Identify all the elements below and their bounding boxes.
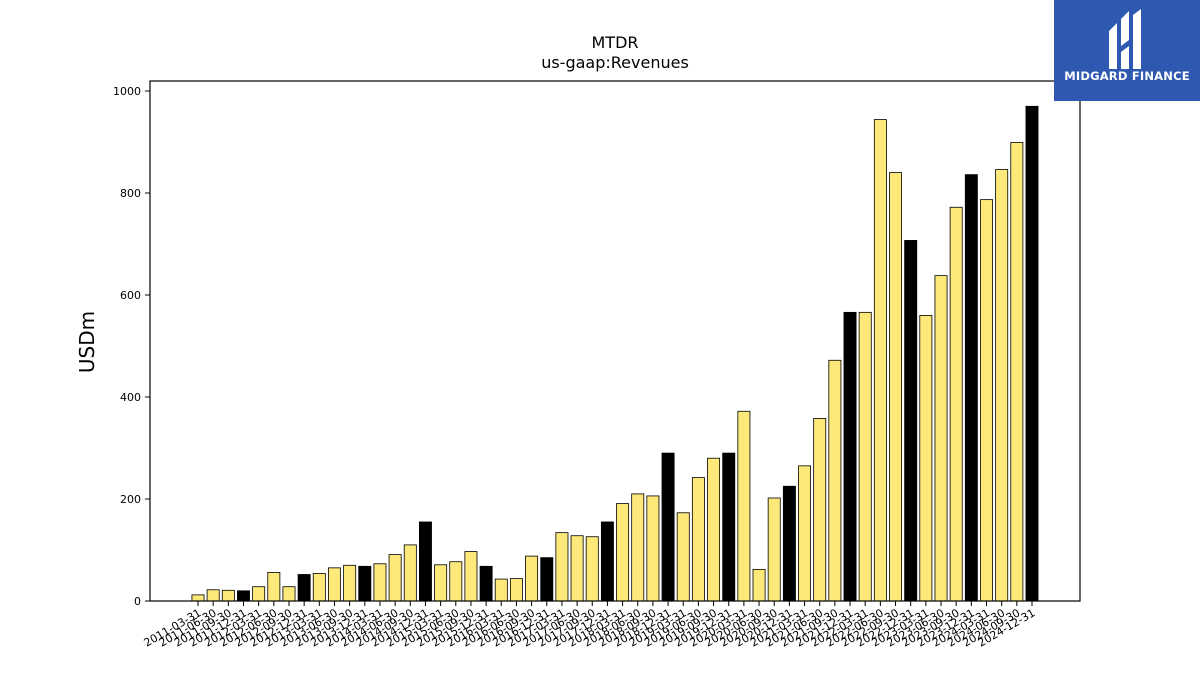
bar bbox=[813, 418, 827, 602]
bar bbox=[661, 452, 675, 602]
y-axis-ticks: 0 200 400 600 800 1000 bbox=[113, 85, 150, 608]
bar bbox=[328, 567, 341, 602]
bar bbox=[843, 311, 857, 602]
bar bbox=[934, 275, 948, 602]
bar bbox=[707, 457, 721, 602]
y-tick-label: 200 bbox=[120, 493, 141, 506]
y-tick-label: 800 bbox=[120, 187, 141, 200]
bar bbox=[889, 172, 902, 602]
brand-name: MIDGARD FINANCE bbox=[1064, 69, 1190, 83]
bar bbox=[267, 572, 281, 602]
bar bbox=[964, 174, 978, 602]
bar bbox=[1025, 105, 1039, 602]
bar bbox=[434, 564, 448, 602]
bar bbox=[873, 119, 887, 602]
bar bbox=[525, 555, 539, 602]
bar bbox=[767, 497, 781, 602]
bar bbox=[919, 314, 933, 602]
bar bbox=[1010, 142, 1024, 602]
bar bbox=[464, 551, 478, 602]
midgard-logo-icon bbox=[1109, 9, 1141, 69]
bar bbox=[206, 589, 220, 602]
bar bbox=[343, 564, 357, 602]
y-tick-label: 400 bbox=[120, 391, 141, 404]
bar bbox=[358, 565, 372, 602]
bar bbox=[631, 493, 645, 602]
bar bbox=[752, 568, 766, 602]
bar bbox=[403, 544, 417, 602]
brand-logo: MIDGARD FINANCE bbox=[1054, 0, 1200, 101]
bar bbox=[585, 536, 599, 602]
y-tick-label: 0 bbox=[134, 595, 141, 608]
bar bbox=[297, 574, 311, 602]
bar bbox=[509, 578, 523, 602]
bar bbox=[388, 554, 402, 602]
chart-subtitle: us-gaap:Revenues bbox=[541, 53, 689, 72]
y-tick-label: 600 bbox=[120, 289, 141, 302]
bar bbox=[600, 521, 614, 602]
bar bbox=[904, 240, 918, 602]
bar-series bbox=[191, 105, 1039, 602]
bar bbox=[449, 561, 463, 602]
bar bbox=[722, 452, 736, 602]
bar bbox=[312, 573, 326, 602]
bar bbox=[995, 169, 1009, 602]
bar bbox=[237, 590, 250, 602]
bar bbox=[282, 586, 296, 602]
bar bbox=[479, 565, 493, 602]
bar bbox=[616, 503, 630, 602]
bar bbox=[191, 594, 205, 602]
bar bbox=[782, 485, 796, 602]
y-tick-label: 1000 bbox=[113, 85, 141, 98]
bar bbox=[691, 477, 705, 602]
bar bbox=[570, 535, 584, 602]
bar bbox=[221, 589, 235, 602]
bar bbox=[494, 578, 508, 602]
bar bbox=[646, 495, 660, 602]
bar bbox=[828, 359, 842, 602]
bar bbox=[418, 521, 432, 602]
plot-frame bbox=[149, 80, 1081, 602]
x-axis-ticks: 2011-03-312011-06-302011-09-302011-12-31… bbox=[142, 601, 1038, 650]
y-axis-label: USDm bbox=[75, 311, 99, 373]
bar bbox=[373, 563, 387, 602]
chart-title: MTDR bbox=[591, 33, 638, 52]
bar bbox=[555, 532, 569, 602]
bar bbox=[676, 512, 690, 602]
bar bbox=[858, 311, 872, 602]
bar bbox=[798, 465, 812, 602]
bar bbox=[980, 199, 993, 602]
bar bbox=[252, 586, 266, 602]
bar bbox=[949, 206, 963, 602]
bar bbox=[737, 410, 751, 602]
bar bbox=[540, 557, 554, 602]
